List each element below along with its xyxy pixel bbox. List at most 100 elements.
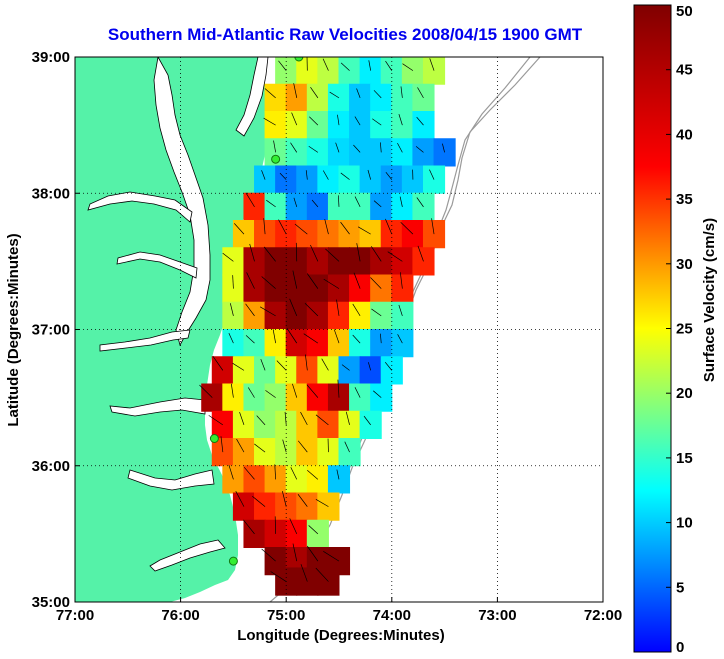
velocity-arrow: [340, 62, 350, 71]
velocity-arrow: [354, 196, 361, 208]
y-tick-label: 35:00: [32, 594, 70, 611]
velocity-arrow: [294, 223, 308, 235]
velocity-arrow: [274, 464, 276, 480]
velocity-arrow: [399, 196, 403, 207]
velocity-cell: [254, 220, 277, 249]
velocity-arrow: [373, 390, 382, 398]
potomac-river: [87, 191, 193, 223]
velocity-arrow: [368, 60, 372, 71]
albemarle-sound: [149, 539, 226, 572]
james-river: [99, 329, 191, 352]
velocity-arrow: [337, 114, 340, 126]
velocity-arrow: [297, 494, 308, 507]
velocity-arrow: [272, 329, 276, 344]
velocity-arrow: [345, 411, 350, 425]
velocity-arrow: [384, 361, 393, 371]
velocity-arrow: [308, 525, 319, 535]
velocity-arrow: [293, 83, 298, 98]
velocity-arrow: [416, 116, 424, 126]
colorbar-label: Surface Velocity (cm/s): [701, 218, 718, 382]
velocity-arrow: [385, 171, 393, 180]
velocity-arrow: [315, 567, 329, 582]
velocity-arrow: [308, 145, 319, 153]
velocity-arrow: [429, 169, 435, 180]
velocity-arrow: [289, 518, 298, 535]
velocity-arrow: [416, 197, 424, 208]
velocity-arrow: [354, 387, 361, 398]
velocity-arrow: [315, 499, 329, 507]
velocity-arrow: [429, 58, 435, 71]
velocity-arrow: [273, 140, 276, 153]
velocity-arrow: [305, 354, 308, 371]
velocity-arrow: [367, 169, 372, 180]
velocity-arrow: [254, 443, 266, 453]
velocity-arrow: [282, 439, 287, 453]
velocity-arrow: [245, 192, 255, 208]
velocity-arrow: [292, 383, 298, 398]
x-axis-label: Longitude (Degrees:Minutes): [237, 627, 445, 644]
velocity-arrow: [228, 332, 234, 344]
velocity-arrow: [323, 551, 340, 562]
velocity-arrow: [303, 333, 319, 344]
colorbar-tick-label: 45: [676, 62, 693, 79]
velocity-arrow: [286, 328, 298, 344]
velocity-arrow: [292, 543, 298, 562]
velocity-arrow: [402, 63, 414, 71]
velocity-arrow: [300, 411, 308, 426]
velocity-arrow: [336, 469, 340, 480]
velocity-arrow: [397, 142, 403, 153]
velocity-arrow: [230, 383, 234, 398]
radar-site-marker: [294, 57, 304, 62]
velocity-arrow: [398, 114, 403, 126]
velocity-arrow: [329, 91, 340, 99]
velocity-cell: [422, 57, 446, 85]
velocity-arrow: [309, 116, 319, 126]
velocity-arrow: [243, 466, 255, 480]
velocity-arrow: [398, 304, 403, 316]
velocity-arrow: [306, 545, 319, 562]
velocity-arrow: [310, 87, 319, 99]
velocity-arrow: [290, 142, 298, 153]
velocity-arrow: [229, 303, 234, 316]
velocity-cell: [243, 383, 266, 412]
colorbar-tick-label: 30: [676, 256, 693, 273]
velocity-cell: [243, 247, 266, 276]
velocity-arrow: [357, 226, 371, 235]
velocity-arrow: [236, 438, 245, 453]
radar-site-marker: [271, 154, 281, 164]
velocity-arrow: [336, 299, 340, 316]
velocity-arrow: [234, 223, 245, 235]
velocity-arrow: [245, 335, 255, 344]
velocity-arrow: [373, 200, 382, 208]
velocity-arrow: [442, 143, 445, 153]
velocity-arrow: [340, 172, 350, 180]
velocity-cell: [359, 57, 382, 85]
velocity-arrow: [352, 334, 361, 344]
velocity-arrow: [265, 390, 276, 398]
velocity-arrow: [199, 384, 213, 398]
velocity-arrow: [263, 246, 276, 262]
velocity-arrow: [306, 273, 319, 289]
velocity-arrow: [232, 275, 234, 289]
velocity-arrow: [232, 362, 245, 371]
velocity-arrow: [305, 170, 308, 180]
radar-site-marker: [228, 556, 238, 566]
velocity-arrow: [222, 252, 234, 262]
velocity-arrow: [246, 272, 255, 289]
x-tick-label: 72:00: [584, 607, 622, 624]
velocity-arrow: [220, 436, 224, 453]
velocity-cell: [243, 465, 266, 494]
velocity-arrow: [243, 519, 255, 535]
velocity-cell: [317, 57, 340, 85]
velocity-arrow: [354, 116, 361, 126]
velocity-arrow: [385, 218, 393, 235]
velocity-arrow: [245, 303, 255, 317]
velocity-arrow: [239, 412, 245, 425]
velocity-arrow: [335, 142, 340, 153]
colorbar-tick-label: 10: [676, 515, 693, 532]
x-tick-label: 75:00: [267, 607, 305, 624]
velocity-cell: [254, 438, 277, 467]
velocity-arrow: [344, 441, 350, 453]
colorbar-tick-label: 15: [676, 450, 693, 467]
y-axis-label: Latitude (Degrees:Minutes): [5, 233, 22, 426]
